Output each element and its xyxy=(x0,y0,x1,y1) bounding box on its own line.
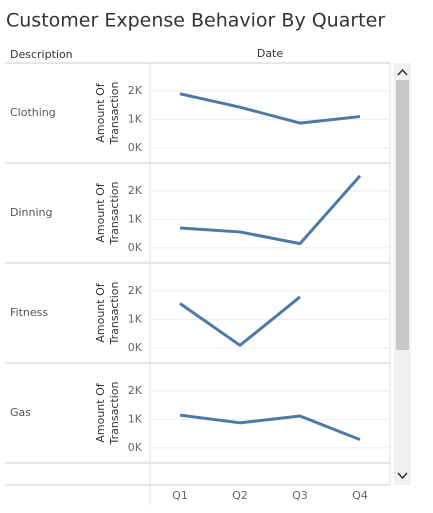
y-tick-label: 1K xyxy=(128,212,143,225)
y-tick-label: 0K xyxy=(128,341,143,354)
row-label: Dinning xyxy=(10,206,52,219)
x-tick-label: Q2 xyxy=(232,489,248,502)
row-label: Groceries xyxy=(10,506,63,513)
scroll-up[interactable] xyxy=(397,68,408,76)
row-label: Clothing xyxy=(10,106,56,119)
x-tick-label: Q1 xyxy=(172,489,188,502)
y-tick-label: 2K xyxy=(128,284,143,297)
row-label: Gas xyxy=(10,406,31,419)
scroll-down[interactable] xyxy=(397,472,408,480)
y-tick-label: 0K xyxy=(128,241,143,254)
line xyxy=(179,295,301,347)
column-header: Date xyxy=(257,47,284,60)
y-tick-label: 1K xyxy=(128,312,143,325)
y-axis-title: Amount Of Transaction xyxy=(94,181,121,245)
y-tick-label: 2K xyxy=(128,384,143,397)
row-label: Fitness xyxy=(10,306,48,319)
scroll-thumb[interactable] xyxy=(396,80,409,350)
y-axis-title: Amount Of Transaction xyxy=(94,281,121,345)
scrollbar[interactable] xyxy=(394,63,411,485)
y-tick-label: 2K xyxy=(128,84,143,97)
y-tick-label: 1K xyxy=(128,412,143,425)
row-header: Description xyxy=(10,48,73,61)
line xyxy=(179,413,361,442)
x-tick-label: Q4 xyxy=(352,489,368,502)
y-tick-label: 0K xyxy=(128,141,143,154)
y-tick-label: 0K xyxy=(128,441,143,454)
line xyxy=(179,92,361,125)
y-tick-label: 2K xyxy=(128,184,143,197)
line xyxy=(179,174,362,246)
y-tick-label: 1K xyxy=(128,112,143,125)
y-axis-title: Amount Of Transaction xyxy=(94,381,121,445)
y-axis-title: Amount Of Transaction xyxy=(94,81,121,145)
chart-title: Customer Expense Behavior By Quarter xyxy=(6,10,385,32)
x-tick-label: Q3 xyxy=(292,489,308,502)
panels: Clothing 0K 1K 2K Dinning 0K 1K 2K Fitness 0K 1K 2K… xyxy=(5,63,391,513)
